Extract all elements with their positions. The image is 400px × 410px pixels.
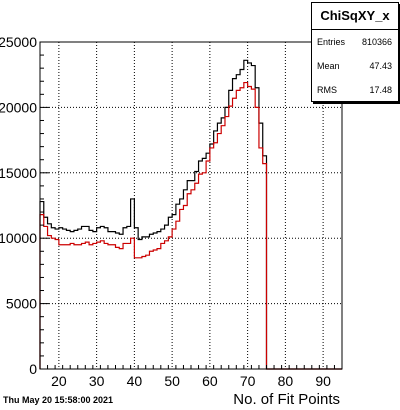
x-tick-label: 30: [89, 373, 105, 389]
timestamp: Thu May 20 15:58:00 2021: [3, 395, 114, 405]
y-tick-label: 0: [29, 361, 37, 377]
x-tick-label: 60: [202, 373, 218, 389]
y-tick-label: 10000: [0, 230, 37, 246]
x-tick-label: 20: [51, 373, 67, 389]
y-tick-label: 5000: [6, 296, 37, 312]
x-axis-label: No. of Fit Points: [233, 391, 340, 408]
x-tick-label: 80: [278, 373, 294, 389]
y-tick-labels: 0 5000 10000 15000 20000 25000: [0, 34, 37, 377]
stats-value: 47.43: [369, 61, 392, 71]
y-tick-label: 25000: [0, 34, 37, 50]
x-tick-label: 70: [240, 373, 256, 389]
x-tick-label: 40: [127, 373, 143, 389]
stats-box: ChiSqXY_x Entries 810366 Mean 47.43 RMS …: [311, 2, 399, 102]
plot-frame: [39, 41, 343, 370]
x-tick-labels: 20 30 40 50 60 70 80 90: [51, 373, 331, 389]
stats-title: ChiSqXY_x: [312, 3, 398, 30]
stats-row-rms: RMS 17.48: [312, 78, 398, 102]
grid-lines: [40, 41, 342, 369]
stats-label: Mean: [317, 61, 340, 71]
histogram-line-1: [39, 81, 342, 370]
y-tick-label: 15000: [0, 165, 37, 181]
x-tick-label: 50: [164, 373, 180, 389]
stats-value: 810366: [361, 37, 392, 47]
stats-value: 17.48: [369, 85, 392, 95]
x-tick-label: 90: [315, 373, 331, 389]
stats-label: RMS: [317, 85, 337, 95]
histogram-line-0: [39, 59, 342, 370]
axis-ticks: [39, 41, 343, 370]
stats-row-mean: Mean 47.43: [312, 54, 398, 78]
stats-row-entries: Entries 810366: [312, 30, 398, 54]
y-tick-label: 20000: [0, 99, 37, 115]
histogram-series: [39, 59, 342, 370]
stats-label: Entries: [317, 37, 346, 47]
